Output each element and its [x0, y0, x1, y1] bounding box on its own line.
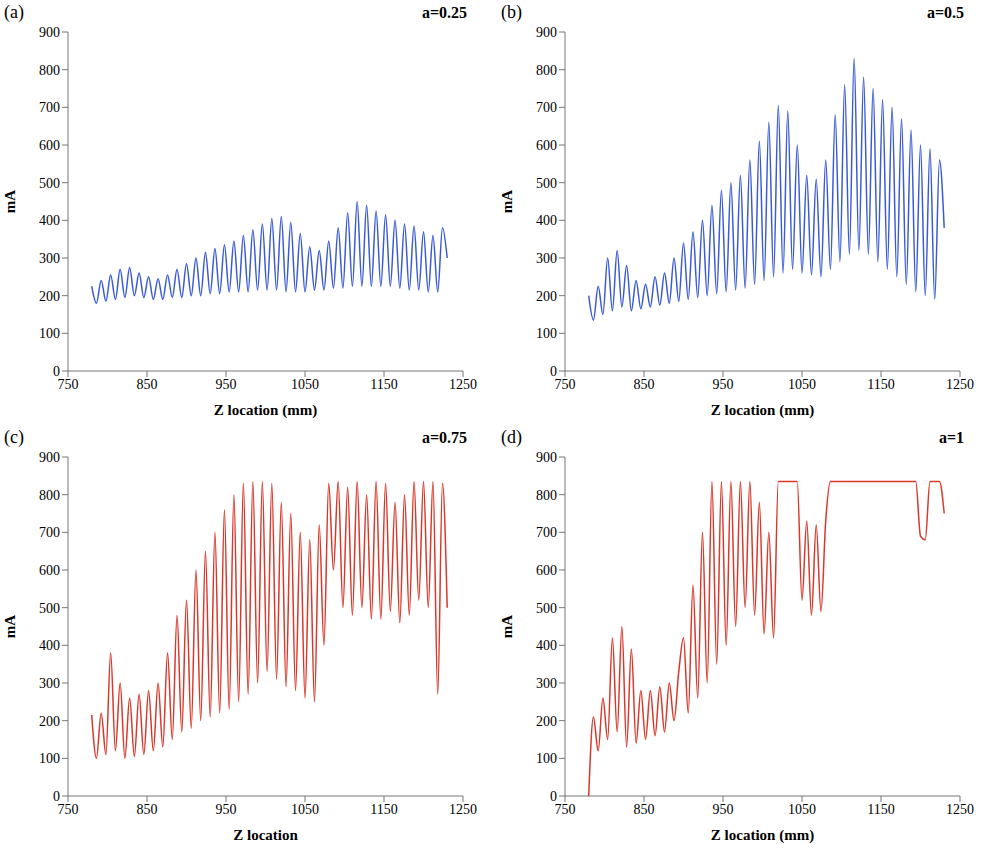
svg-text:300: 300	[536, 676, 557, 691]
svg-text:200: 200	[39, 714, 60, 729]
svg-text:900: 900	[39, 450, 60, 465]
svg-text:700: 700	[39, 100, 60, 115]
svg-text:700: 700	[536, 525, 557, 540]
svg-text:mA: mA	[499, 615, 515, 638]
svg-text:900: 900	[536, 450, 557, 465]
svg-text:100: 100	[536, 326, 557, 341]
svg-text:1250: 1250	[946, 802, 974, 817]
svg-text:1150: 1150	[867, 377, 894, 392]
svg-text:100: 100	[39, 751, 60, 766]
svg-text:800: 800	[536, 488, 557, 503]
svg-text:200: 200	[536, 289, 557, 304]
svg-text:Z location (mm): Z location (mm)	[711, 402, 814, 419]
html-text:a=0.5: a=0.5	[926, 4, 964, 21]
svg-text:600: 600	[39, 563, 60, 578]
svg-text:1150: 1150	[370, 802, 397, 817]
svg-text:mA: mA	[2, 190, 18, 213]
svg-text:900: 900	[536, 25, 557, 40]
svg-text:950: 950	[216, 377, 237, 392]
svg-text:500: 500	[39, 176, 60, 191]
svg-text:800: 800	[39, 63, 60, 78]
svg-text:0: 0	[53, 789, 60, 804]
svg-text:800: 800	[39, 488, 60, 503]
html-text:(c): (c)	[4, 427, 24, 447]
svg-text:1050: 1050	[291, 802, 319, 817]
svg-text:800: 800	[536, 63, 557, 78]
html-text:(a): (a)	[4, 2, 24, 22]
svg-text:Z location (mm): Z location (mm)	[214, 402, 317, 419]
svg-text:400: 400	[536, 638, 557, 653]
svg-text:600: 600	[39, 138, 60, 153]
svg-text:600: 600	[536, 563, 557, 578]
html-text:(d): (d)	[501, 427, 522, 447]
svg-text:400: 400	[536, 213, 557, 228]
svg-text:Z location (mm): Z location (mm)	[711, 827, 814, 844]
svg-text:mA: mA	[499, 190, 515, 213]
svg-text:950: 950	[713, 802, 734, 817]
svg-text:1250: 1250	[946, 377, 974, 392]
svg-text:850: 850	[137, 377, 158, 392]
svg-text:1050: 1050	[788, 802, 816, 817]
svg-text:1150: 1150	[370, 377, 397, 392]
svg-text:0: 0	[550, 364, 557, 379]
svg-text:400: 400	[39, 638, 60, 653]
svg-text:950: 950	[216, 802, 237, 817]
svg-text:mA: mA	[2, 615, 18, 638]
svg-text:500: 500	[39, 601, 60, 616]
svg-text:400: 400	[39, 213, 60, 228]
svg-text:750: 750	[58, 377, 79, 392]
svg-text:1250: 1250	[449, 802, 477, 817]
svg-text:600: 600	[536, 138, 557, 153]
svg-text:200: 200	[536, 714, 557, 729]
svg-text:900: 900	[39, 25, 60, 40]
svg-text:1050: 1050	[788, 377, 816, 392]
svg-text:850: 850	[634, 802, 655, 817]
svg-text:700: 700	[39, 525, 60, 540]
svg-text:100: 100	[536, 751, 557, 766]
svg-text:300: 300	[536, 251, 557, 266]
svg-text:200: 200	[39, 289, 60, 304]
svg-text:500: 500	[536, 176, 557, 191]
svg-text:850: 850	[137, 802, 158, 817]
html-text:a=1: a=1	[938, 429, 964, 446]
svg-text:1250: 1250	[449, 377, 477, 392]
svg-text:1050: 1050	[291, 377, 319, 392]
svg-text:0: 0	[550, 789, 557, 804]
svg-text:0: 0	[53, 364, 60, 379]
svg-text:1150: 1150	[867, 802, 894, 817]
svg-text:Z location: Z location	[233, 827, 298, 843]
svg-text:300: 300	[39, 676, 60, 691]
html-text:a=0.75: a=0.75	[421, 429, 467, 446]
svg-text:750: 750	[58, 802, 79, 817]
svg-text:100: 100	[39, 326, 60, 341]
svg-text:700: 700	[536, 100, 557, 115]
html-text:(b): (b)	[501, 2, 522, 22]
html-text:a=0.25: a=0.25	[421, 4, 467, 21]
svg-text:300: 300	[39, 251, 60, 266]
svg-text:950: 950	[713, 377, 734, 392]
svg-text:850: 850	[634, 377, 655, 392]
svg-text:750: 750	[555, 802, 576, 817]
svg-text:750: 750	[555, 377, 576, 392]
svg-text:500: 500	[536, 601, 557, 616]
